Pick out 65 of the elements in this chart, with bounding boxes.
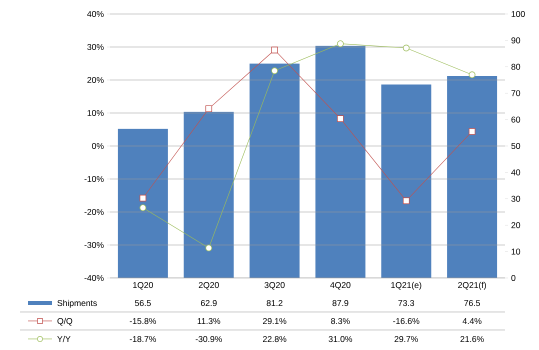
data-label: 21.6% <box>460 336 484 342</box>
data-label: -15.8% <box>130 318 156 324</box>
y-tick-label: 30% <box>87 44 104 50</box>
point <box>140 194 146 202</box>
y2-tick-label: 90 <box>511 37 520 44</box>
data-label: 29.7% <box>394 336 418 342</box>
data-label: 11.3% <box>198 318 220 324</box>
bar <box>315 46 366 278</box>
point <box>205 105 212 112</box>
x-tick-label: 3Q20 <box>264 282 285 290</box>
point <box>337 40 344 48</box>
x-tick-label: 2Q20 <box>198 282 219 290</box>
x-tick-label: 1Q21(e) <box>391 282 422 290</box>
y-tick-label: -30% <box>84 242 104 248</box>
y2-tick-label: 100 <box>512 10 525 17</box>
bar <box>118 128 168 278</box>
legend-label: Q/Q <box>57 318 72 326</box>
y2-tick-label: 10 <box>512 248 520 255</box>
x-tick-label: 2Q21(f) <box>458 282 486 290</box>
bar <box>250 64 300 278</box>
y-tick-label: -20% <box>84 208 104 215</box>
bar <box>381 84 432 278</box>
point <box>271 46 278 54</box>
y-tick-label: 10% <box>88 110 104 116</box>
x-tick-label: 1Q20 <box>133 282 153 290</box>
point <box>468 128 476 135</box>
y2-tick-label: 30 <box>511 196 520 202</box>
point <box>402 44 410 52</box>
data-label: 22.8% <box>262 336 286 342</box>
y2-tick-label: 40 <box>511 169 520 176</box>
data-label: 76.5 <box>464 300 480 306</box>
data-label: -30.9% <box>196 336 222 342</box>
y2-tick-label: 0 <box>511 274 516 281</box>
point <box>140 204 146 212</box>
y-tick-label: 0% <box>92 142 104 149</box>
x-tick-label: 4Q20 <box>330 282 350 290</box>
data-label: -18.7% <box>130 336 156 342</box>
data-label: 8.3% <box>331 318 350 324</box>
data-label: 56.5 <box>134 300 151 306</box>
data-label: 4.4% <box>462 318 482 324</box>
bar <box>447 76 498 278</box>
y2-tick-label: 70 <box>511 90 520 96</box>
data-label: 81.2 <box>266 300 282 306</box>
y-tick-label: 40% <box>87 11 104 18</box>
y2-tick-label: 50 <box>511 142 520 149</box>
point <box>468 71 476 78</box>
point <box>337 115 344 122</box>
point <box>271 67 278 74</box>
data-label: -16.6% <box>393 318 420 324</box>
legend-label: Y/Y <box>57 336 71 342</box>
point <box>402 197 410 204</box>
data-label: 62.9 <box>200 300 217 306</box>
legend-label: Shipments <box>57 300 97 308</box>
data-label: 73.3 <box>398 300 414 306</box>
y-tick-label: 20% <box>87 76 104 84</box>
y2-tick-label: 20 <box>511 222 520 228</box>
point <box>205 244 212 252</box>
y-tick-label: -40% <box>84 274 104 281</box>
data-label: 31.0% <box>328 336 352 342</box>
data-label: 87.9 <box>332 300 348 306</box>
y2-tick-label: 80 <box>511 64 520 70</box>
y2-tick-label: 60 <box>511 116 520 123</box>
bar <box>184 112 234 278</box>
data-label: 29.1% <box>262 318 286 324</box>
y-tick-label: -10% <box>84 176 104 182</box>
